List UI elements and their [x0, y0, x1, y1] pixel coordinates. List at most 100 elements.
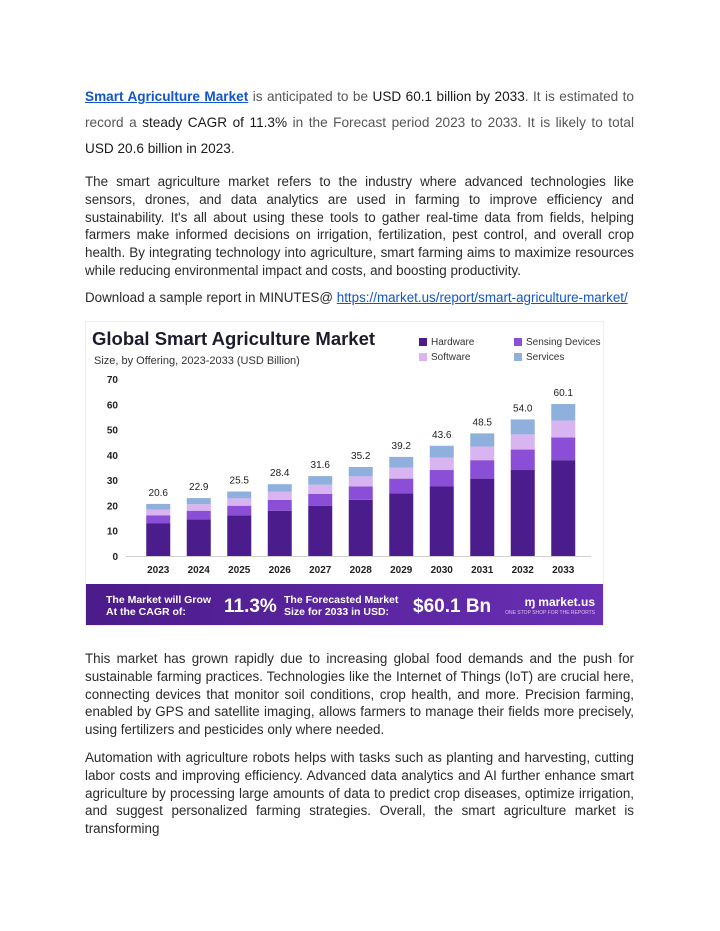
y-tick-label: 40 [107, 451, 119, 462]
bar-segment-services [267, 484, 292, 492]
x-tick-label: 2026 [269, 565, 292, 576]
bar-segment-hardware [470, 478, 495, 556]
cagr-label-line1: The Market will Grow [106, 594, 212, 606]
bar-segment-hardware [389, 493, 414, 556]
bar-segment-software [146, 509, 171, 516]
bar-segment-hardware [551, 460, 576, 556]
intro-text-3: in the Forecast period 2023 to 2033. It … [287, 115, 635, 130]
legend-swatch-software [419, 353, 427, 361]
bar-total-label: 31.6 [311, 460, 331, 471]
bar-total-label: 60.1 [554, 388, 574, 399]
bar-segment-software [429, 457, 454, 471]
intro-text-1: is anticipated to be [248, 89, 373, 104]
x-tick-label: 2030 [431, 565, 454, 576]
bar-total-label: 39.2 [392, 441, 412, 452]
legend-label: Software [431, 352, 471, 363]
bar-segment-hardware [308, 505, 333, 556]
bar-segment-hardware [227, 515, 252, 556]
summary-banner: The Market will Grow At the CAGR of: 11.3… [86, 584, 603, 625]
stacked-bar-chart: 01020304050607020.6202322.9202425.520252… [107, 375, 591, 576]
bar-segment-sensing-devices [227, 505, 252, 516]
y-tick-label: 20 [107, 501, 119, 512]
infographic-title: Global Smart Agriculture Market [92, 328, 376, 349]
y-tick-label: 60 [107, 400, 119, 411]
bar-segment-services [227, 491, 252, 499]
download-line: Download a sample report in MINUTES@ htt… [85, 289, 634, 307]
legend-services: Services [514, 352, 564, 363]
bar-segment-sensing-devices [308, 493, 333, 506]
bar-segment-services [308, 476, 333, 485]
bar-segment-software [551, 420, 576, 438]
forecast-value: $60.1 Bn [413, 596, 492, 617]
growth-paragraph: This market has grown rapidly due to inc… [85, 651, 634, 738]
bar-segment-hardware [429, 486, 454, 556]
bar-total-label: 54.0 [513, 403, 533, 414]
legend-sensing-devices: Sensing Devices [514, 337, 600, 348]
x-tick-label: 2028 [350, 565, 373, 576]
x-tick-label: 2032 [512, 565, 535, 576]
x-tick-label: 2033 [552, 565, 575, 576]
legend-label: Services [526, 352, 565, 363]
legend-hardware: Hardware [419, 337, 474, 348]
bar-total-label: 25.5 [230, 476, 250, 487]
legend-swatch-hardware [419, 338, 427, 346]
bar-segment-hardware [267, 510, 292, 556]
y-tick-label: 10 [107, 527, 119, 538]
intro-paragraph: Smart Agriculture Market is anticipated … [85, 84, 634, 162]
cagr-value: 11.3% [224, 596, 277, 617]
x-tick-label: 2027 [309, 565, 332, 576]
x-tick-label: 2023 [147, 565, 170, 576]
bar-total-label: 43.6 [432, 430, 452, 441]
automation-paragraph: Automation with agriculture robots helps… [85, 750, 634, 837]
definition-paragraph: The smart agriculture market refers to t… [85, 174, 634, 278]
sample-report-link[interactable]: https://market.us/report/smart-agricultu… [336, 290, 628, 305]
y-tick-label: 70 [107, 375, 119, 386]
bar-segment-software [308, 484, 333, 494]
bar-segment-software [186, 504, 211, 511]
market-infographic: Global Smart Agriculture Market Size, by… [85, 321, 604, 626]
legend-swatch-services [514, 353, 522, 361]
bar-segment-hardware [348, 499, 373, 556]
y-tick-label: 50 [107, 426, 119, 437]
x-tick-label: 2025 [228, 565, 251, 576]
intro-2023-value: USD 20.6 billion in 2023 [85, 141, 231, 156]
y-tick-label: 0 [112, 552, 118, 563]
bar-total-label: 20.6 [149, 488, 169, 499]
bar-total-label: 22.9 [189, 482, 209, 493]
bar-segment-hardware [186, 519, 211, 556]
cagr-label-line2: At the CAGR of: [106, 606, 186, 618]
x-tick-label: 2024 [188, 565, 211, 576]
x-tick-label: 2031 [471, 565, 494, 576]
bar-total-label: 35.2 [351, 451, 371, 462]
logo-icon: ɱ [524, 595, 536, 609]
infographic-subtitle: Size, by Offering, 2023-2033 (USD Billio… [94, 355, 300, 367]
x-tick-label: 2029 [390, 565, 413, 576]
bar-segment-software [470, 446, 495, 461]
download-text: Download a sample report in MINUTES@ [85, 290, 337, 305]
bar-segment-software [267, 491, 292, 500]
bar-segment-sensing-devices [510, 449, 535, 471]
bar-segment-software [348, 476, 373, 487]
logo-tagline: ONE STOP SHOP FOR THE REPORTS [505, 610, 595, 616]
bar-segment-services [510, 419, 535, 435]
bar-segment-hardware [146, 523, 171, 556]
bar-segment-sensing-devices [551, 437, 576, 461]
legend-swatch-sensing [514, 338, 522, 346]
forecast-label-line1: The Forecasted Market [284, 594, 399, 606]
bar-segment-sensing-devices [389, 478, 414, 494]
legend-label: Sensing Devices [526, 337, 601, 348]
intro-text-2: . It is estimated to record a [85, 89, 634, 130]
bar-segment-sensing-devices [267, 499, 292, 511]
cagr-label: The Market will Grow At the CAGR of: [106, 594, 211, 618]
bar-segment-sensing-devices [429, 470, 454, 487]
y-tick-label: 30 [107, 476, 119, 487]
bar-segment-services [389, 456, 414, 468]
forecast-label: The Forecasted Market Size for 2033 in US… [284, 594, 398, 618]
bar-segment-hardware [510, 470, 535, 556]
bar-segment-services [146, 503, 171, 510]
bar-total-label: 48.5 [473, 417, 493, 428]
bar-segment-services [429, 445, 454, 458]
bar-segment-software [510, 434, 535, 450]
smart-agriculture-market-link[interactable]: Smart Agriculture Market [85, 89, 249, 104]
bar-segment-services [186, 498, 211, 505]
